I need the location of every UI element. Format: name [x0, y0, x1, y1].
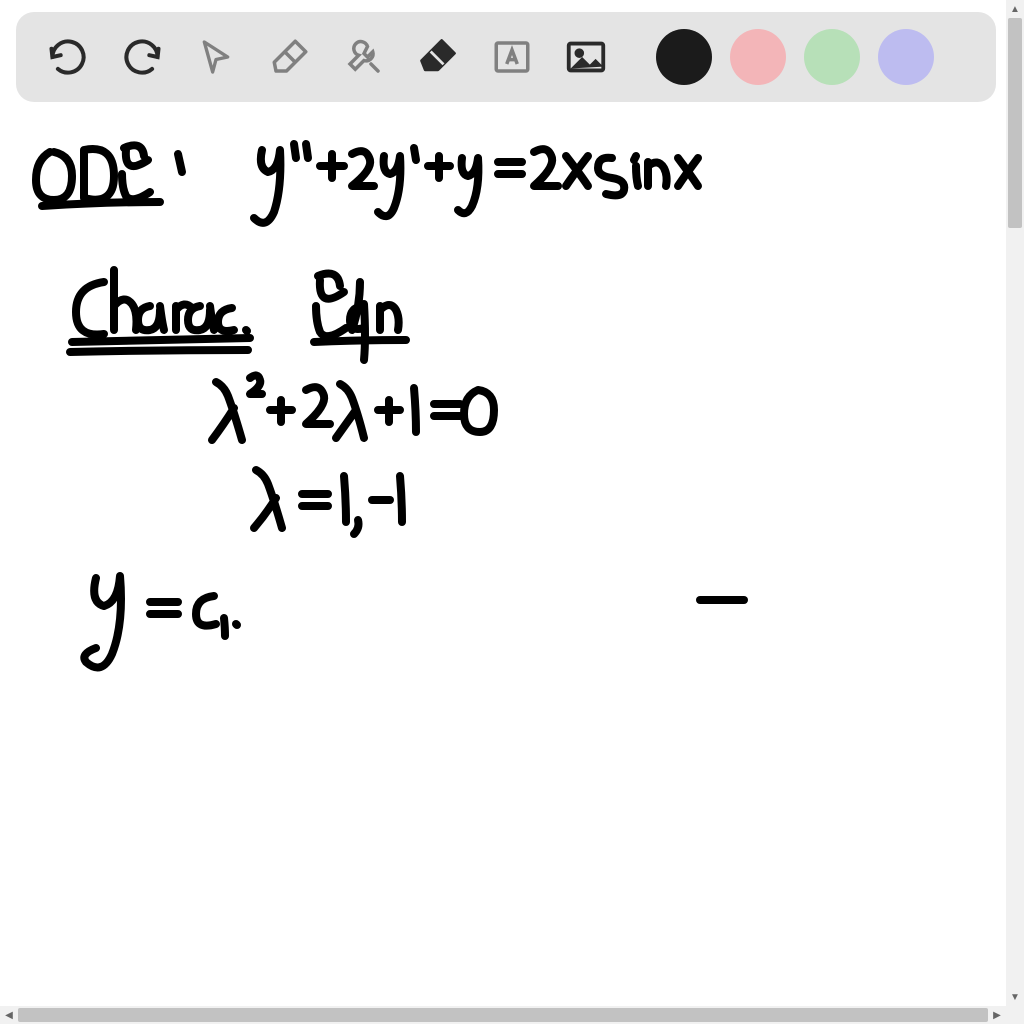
horizontal-scrollbar[interactable]: ◀ ▶ [0, 1006, 1006, 1024]
tools-button[interactable] [336, 29, 392, 85]
text-box-tool[interactable] [484, 29, 540, 85]
undo-button[interactable] [40, 29, 96, 85]
undo-icon [46, 35, 90, 79]
scrollbar-corner [1006, 1006, 1024, 1024]
color-swatch-purple[interactable] [878, 29, 934, 85]
eraser-solid-icon [416, 35, 460, 79]
scroll-left-arrow-icon[interactable]: ◀ [0, 1006, 18, 1024]
eraser-solid-tool[interactable] [410, 29, 466, 85]
vertical-scroll-thumb[interactable] [1008, 18, 1022, 228]
pointer-tool[interactable] [188, 29, 244, 85]
color-swatch-black[interactable] [656, 29, 712, 85]
scroll-up-arrow-icon[interactable]: ▲ [1006, 0, 1024, 18]
redo-icon [120, 35, 164, 79]
drawing-canvas[interactable] [0, 110, 1006, 1006]
vertical-scroll-track[interactable] [1006, 18, 1024, 988]
handwriting-layer [0, 110, 1006, 1006]
toolbar [16, 12, 996, 102]
vertical-scrollbar[interactable]: ▲ ▼ [1006, 0, 1024, 1006]
scroll-right-arrow-icon[interactable]: ▶ [988, 1006, 1006, 1024]
text-box-icon [491, 36, 533, 78]
redo-button[interactable] [114, 29, 170, 85]
horizontal-scroll-track[interactable] [18, 1006, 988, 1024]
eraser-outline-icon [269, 36, 311, 78]
whiteboard-app: ▲ ▼ ◀ ▶ [0, 0, 1024, 1024]
eraser-outline-tool[interactable] [262, 29, 318, 85]
image-tool[interactable] [558, 29, 614, 85]
scroll-down-arrow-icon[interactable]: ▼ [1006, 988, 1024, 1006]
tools-icon [343, 36, 385, 78]
pointer-icon [196, 37, 236, 77]
horizontal-scroll-thumb[interactable] [18, 1008, 988, 1022]
image-icon [563, 34, 609, 80]
color-swatch-pink[interactable] [730, 29, 786, 85]
color-swatch-green[interactable] [804, 29, 860, 85]
